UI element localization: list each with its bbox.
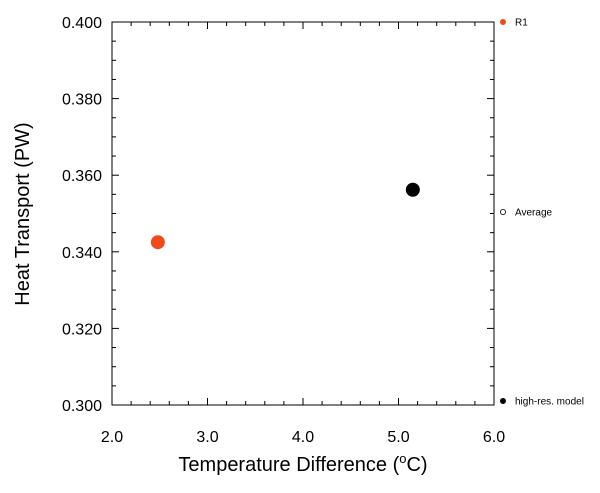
y-axis-ticks: 0.300 0.320 0.340 0.360 0.380 0.400	[62, 15, 494, 415]
legend-marker	[499, 397, 506, 404]
x-tick-label: 6.0	[483, 429, 505, 446]
x-tick-label: 4.0	[292, 429, 314, 446]
y-tick-label: 0.360	[62, 168, 102, 185]
legend-label: R1	[515, 18, 528, 29]
y-tick-label: 0.380	[62, 92, 102, 109]
legend: R1 Average high-res. model	[499, 18, 584, 408]
y-tick-label: 0.400	[62, 15, 102, 32]
x-axis-label: Temperature Difference (oC)	[178, 451, 427, 476]
legend-label: high-res. model	[515, 397, 584, 408]
legend-marker	[499, 18, 506, 25]
plot-frame	[111, 21, 495, 406]
legend-marker	[499, 208, 506, 215]
x-axis-ticks: 2.0 3.0 4.0 5.0 6.0	[101, 22, 505, 446]
data-point	[150, 235, 165, 250]
x-tick-label: 2.0	[101, 429, 123, 446]
y-tick-label: 0.320	[62, 321, 102, 338]
y-tick-label: 0.300	[62, 398, 102, 415]
legend-label: Average	[515, 208, 553, 219]
x-tick-label: 3.0	[196, 429, 218, 446]
x-tick-label: 5.0	[387, 429, 409, 446]
data-point	[405, 182, 420, 197]
y-axis-label: Heat Transport (PW)	[12, 122, 34, 305]
data-points	[150, 182, 420, 250]
y-tick-label: 0.340	[62, 245, 102, 262]
